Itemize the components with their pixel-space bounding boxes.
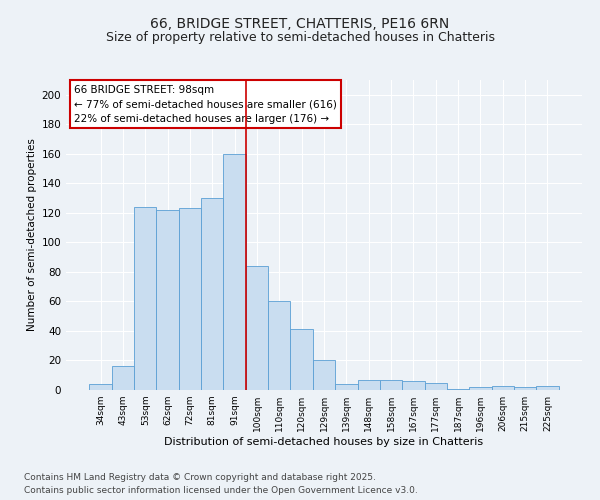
Bar	[402, 381, 425, 390]
Bar	[157, 210, 179, 390]
Text: Size of property relative to semi-detached houses in Chatteris: Size of property relative to semi-detach…	[106, 31, 494, 44]
Bar	[425, 382, 447, 390]
Bar	[313, 360, 335, 390]
Bar	[335, 384, 358, 390]
Bar	[246, 266, 268, 390]
Bar	[134, 207, 157, 390]
Bar	[380, 380, 402, 390]
X-axis label: Distribution of semi-detached houses by size in Chatteris: Distribution of semi-detached houses by …	[164, 437, 484, 447]
Bar	[223, 154, 246, 390]
Text: Contains public sector information licensed under the Open Government Licence v3: Contains public sector information licen…	[24, 486, 418, 495]
Bar	[469, 387, 491, 390]
Text: 66, BRIDGE STREET, CHATTERIS, PE16 6RN: 66, BRIDGE STREET, CHATTERIS, PE16 6RN	[151, 18, 449, 32]
Text: 66 BRIDGE STREET: 98sqm
← 77% of semi-detached houses are smaller (616)
22% of s: 66 BRIDGE STREET: 98sqm ← 77% of semi-de…	[74, 84, 337, 124]
Text: Contains HM Land Registry data © Crown copyright and database right 2025.: Contains HM Land Registry data © Crown c…	[24, 472, 376, 482]
Bar	[290, 330, 313, 390]
Bar	[491, 386, 514, 390]
Bar	[536, 386, 559, 390]
Bar	[358, 380, 380, 390]
Bar	[112, 366, 134, 390]
Y-axis label: Number of semi-detached properties: Number of semi-detached properties	[27, 138, 37, 332]
Bar	[179, 208, 201, 390]
Bar	[268, 302, 290, 390]
Bar	[201, 198, 223, 390]
Bar	[447, 388, 469, 390]
Bar	[514, 387, 536, 390]
Bar	[89, 384, 112, 390]
